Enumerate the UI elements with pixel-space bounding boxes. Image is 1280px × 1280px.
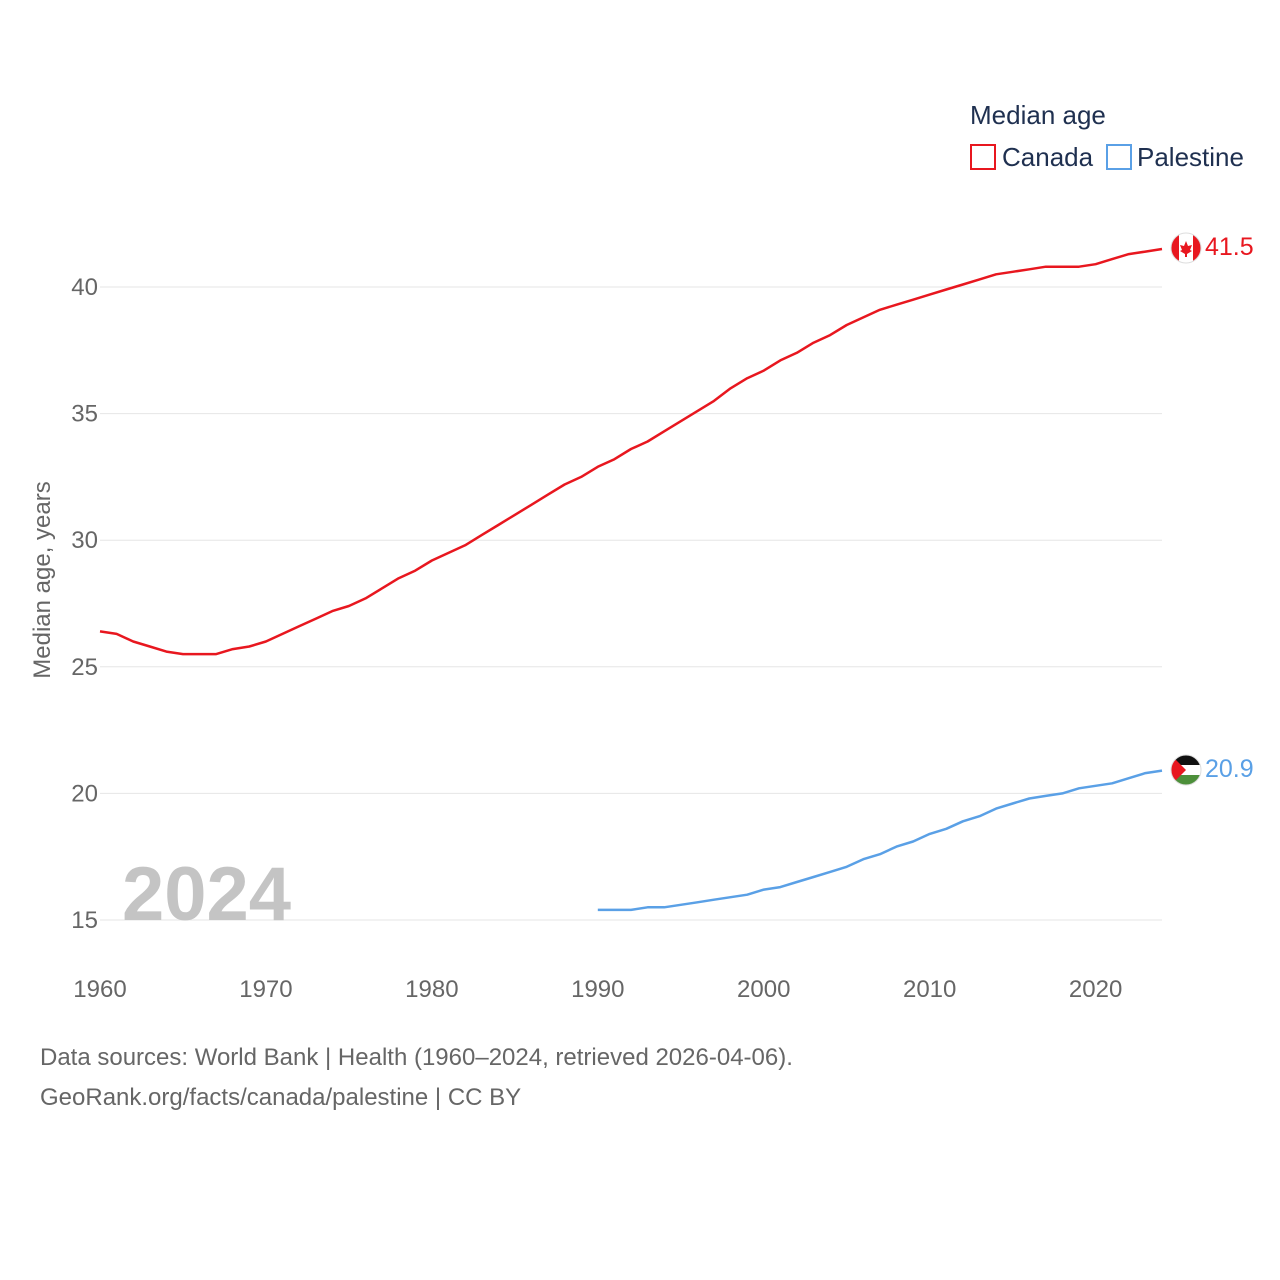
x-tick-label: 2020 bbox=[1069, 976, 1122, 1003]
y-tick-label: 20 bbox=[71, 780, 98, 807]
legend-title: Median age bbox=[970, 100, 1106, 130]
palestine-end-label: 20.9 bbox=[1205, 755, 1254, 783]
current-year-label: 2024 bbox=[122, 852, 291, 937]
x-tick-label: 1980 bbox=[405, 976, 458, 1003]
legend: Median age Canada Palestine bbox=[970, 100, 1244, 172]
y-axis-title: Median age, years bbox=[29, 481, 56, 678]
y-tick-label: 15 bbox=[71, 907, 98, 934]
median-age-chart: 15 20 25 30 35 40 1960 1970 1980 1990 2000 2010 202… bbox=[29, 100, 1254, 1003]
y-tick-label: 30 bbox=[71, 527, 98, 554]
canada-end-label: 41.5 bbox=[1205, 233, 1254, 261]
x-tick-label: 1960 bbox=[73, 976, 126, 1003]
y-tick-label: 35 bbox=[71, 401, 98, 428]
x-tick-label: 2010 bbox=[903, 976, 956, 1003]
x-tick-label: 2000 bbox=[737, 976, 790, 1003]
x-axis-ticks: 1960 1970 1980 1990 2000 2010 2020 bbox=[73, 976, 1122, 1003]
gridlines bbox=[100, 286, 1162, 921]
y-tick-label: 25 bbox=[71, 654, 98, 681]
legend-swatch-canada[interactable] bbox=[970, 144, 996, 170]
legend-label-palestine[interactable]: Palestine bbox=[1137, 142, 1244, 172]
legend-swatch-palestine[interactable] bbox=[1106, 144, 1132, 170]
palestine-flag-icon bbox=[1171, 755, 1201, 785]
legend-label-canada[interactable]: Canada bbox=[1002, 142, 1094, 172]
x-tick-label: 1990 bbox=[571, 976, 624, 1003]
credit-link[interactable]: GeoRank.org/facts/canada/palestine | CC … bbox=[40, 1084, 522, 1111]
series-line-palestine[interactable] bbox=[597, 769, 1163, 912]
series-lines bbox=[99, 247, 1163, 912]
data-source-note: Data sources: World Bank | Health (1960–… bbox=[40, 1044, 793, 1071]
canada-flag-icon bbox=[1171, 233, 1201, 263]
y-axis-ticks: 15 20 25 30 35 40 bbox=[71, 274, 98, 934]
series-line-canada[interactable] bbox=[99, 247, 1163, 656]
x-tick-label: 1970 bbox=[239, 976, 292, 1003]
y-tick-label: 40 bbox=[71, 274, 98, 301]
